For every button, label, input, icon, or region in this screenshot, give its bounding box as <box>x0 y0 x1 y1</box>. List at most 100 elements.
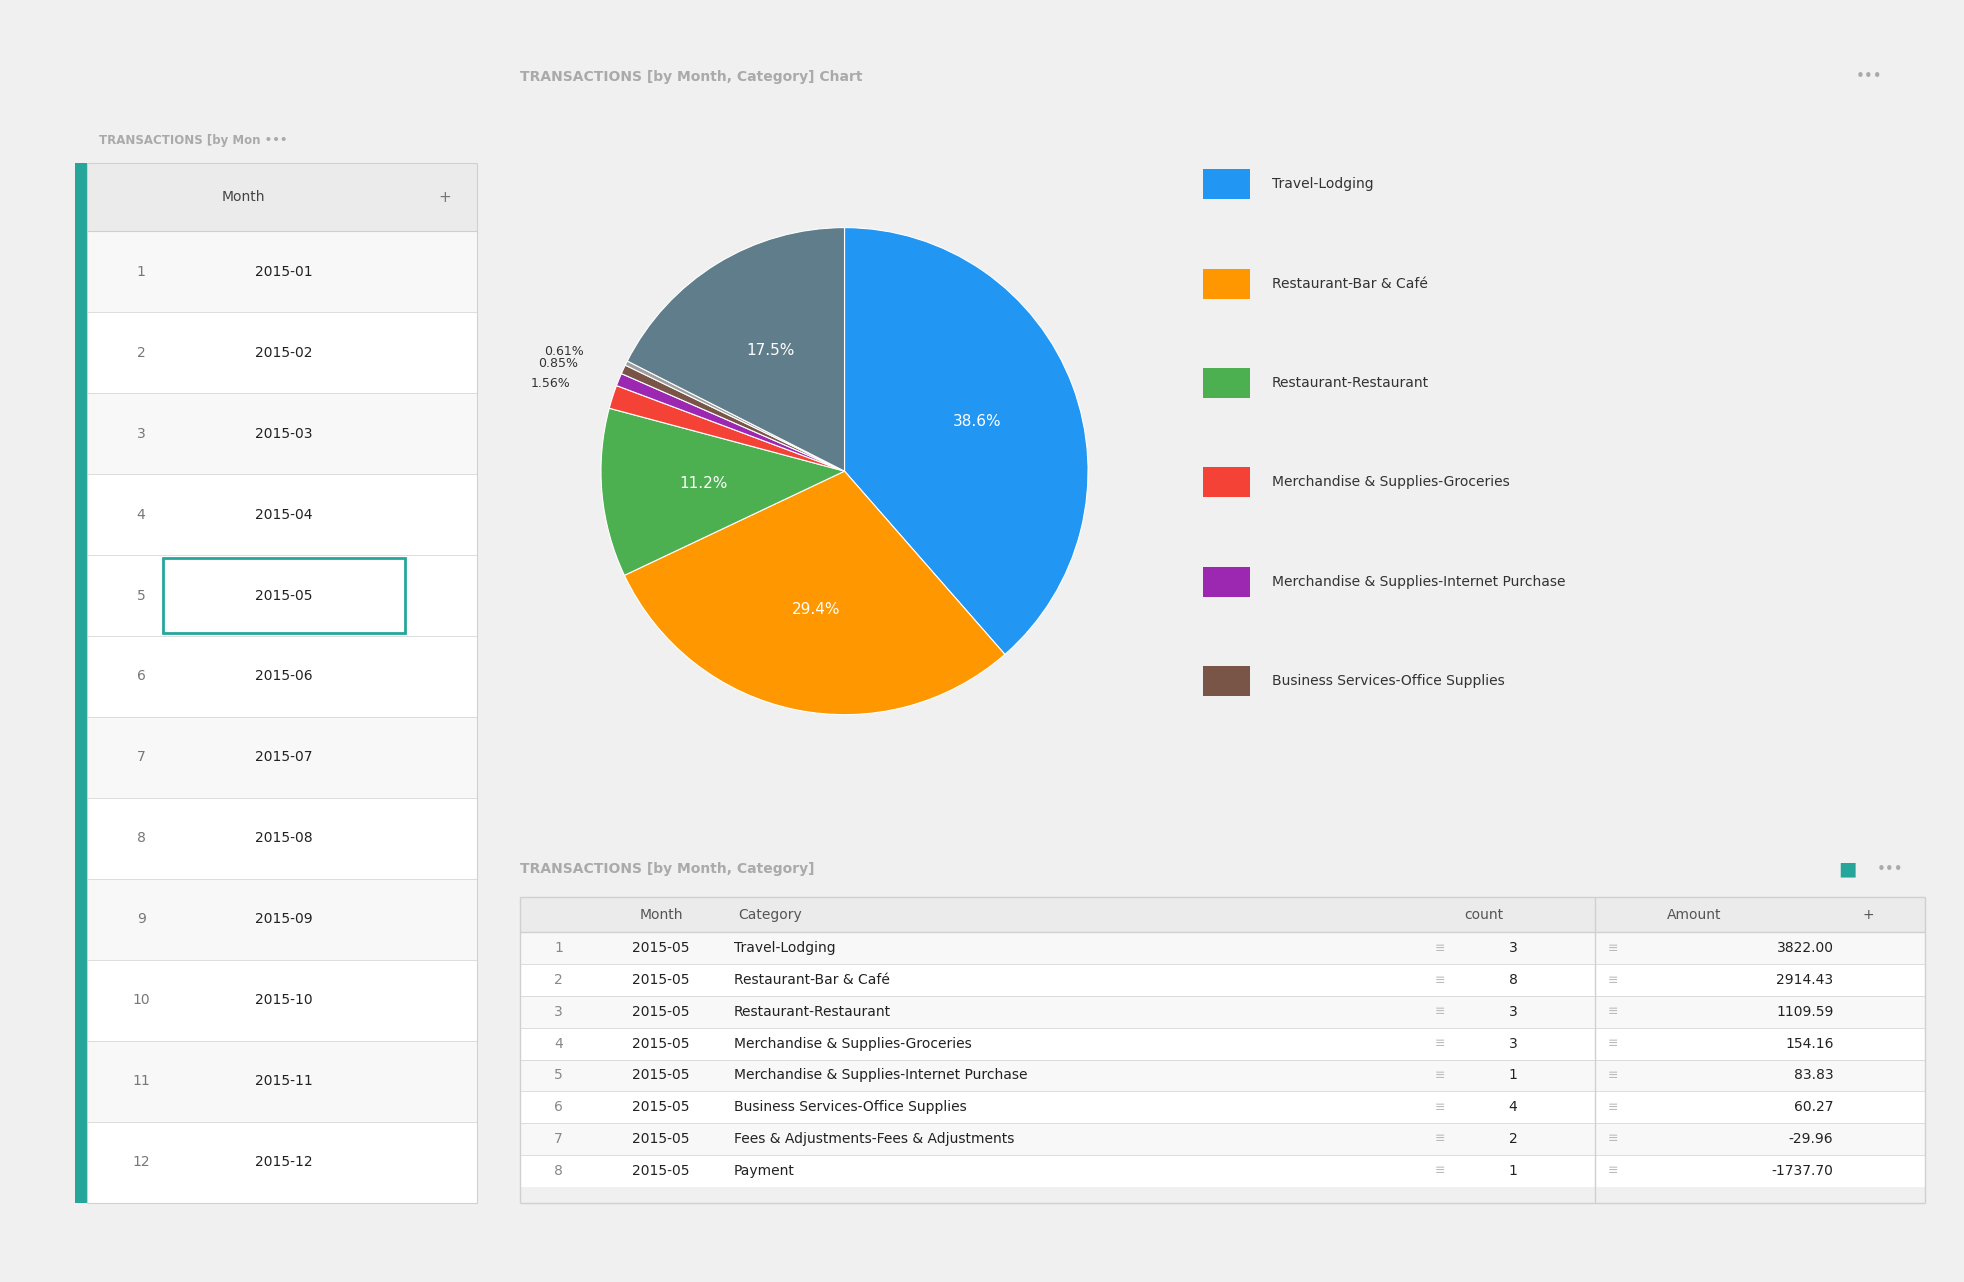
Bar <box>86 960 477 1041</box>
Text: 2015-09: 2015-09 <box>255 913 312 927</box>
Text: Month: Month <box>638 908 683 922</box>
Bar <box>86 1041 477 1122</box>
Text: TRANSACTIONS [by Month, Category] Chart: TRANSACTIONS [by Month, Category] Chart <box>520 71 862 83</box>
Text: 2015-05: 2015-05 <box>632 1100 689 1114</box>
Text: ≡: ≡ <box>1436 1037 1446 1050</box>
Text: 60.27: 60.27 <box>1793 1100 1834 1114</box>
Text: ≡: ≡ <box>1436 942 1446 955</box>
Text: ≡: ≡ <box>1609 973 1618 987</box>
Text: Restaurant-Restaurant: Restaurant-Restaurant <box>735 1005 892 1019</box>
Bar <box>86 797 477 878</box>
Text: 0.85%: 0.85% <box>538 356 577 369</box>
Text: Business Services-Office Supplies: Business Services-Office Supplies <box>1273 674 1504 688</box>
Text: 83.83: 83.83 <box>1793 1068 1834 1082</box>
Wedge shape <box>617 373 845 470</box>
Text: 17.5%: 17.5% <box>746 344 795 358</box>
Text: 2015-04: 2015-04 <box>255 508 312 522</box>
Text: 1: 1 <box>137 265 145 278</box>
Text: 2015-07: 2015-07 <box>255 750 312 764</box>
Text: +: + <box>438 190 452 205</box>
Bar <box>520 1155 1925 1187</box>
Bar <box>86 878 477 960</box>
Text: Payment: Payment <box>735 1164 795 1178</box>
Text: 2: 2 <box>554 973 564 987</box>
Text: •••: ••• <box>1856 69 1883 85</box>
Bar <box>520 1059 1925 1091</box>
Text: 2015-05: 2015-05 <box>632 1068 689 1082</box>
Text: count: count <box>1465 908 1504 922</box>
Text: Merchandise & Supplies-Internet Purchase: Merchandise & Supplies-Internet Purchase <box>735 1068 1027 1082</box>
Text: 3: 3 <box>554 1005 564 1019</box>
Text: 7: 7 <box>137 750 145 764</box>
Bar <box>1202 567 1249 596</box>
Text: Restaurant-Bar & Café: Restaurant-Bar & Café <box>1273 277 1428 291</box>
Bar <box>86 394 477 474</box>
Text: 29.4%: 29.4% <box>791 603 841 617</box>
Text: Fees & Adjustments-Fees & Adjustments: Fees & Adjustments-Fees & Adjustments <box>735 1132 1013 1146</box>
Bar <box>86 313 477 394</box>
Text: 5: 5 <box>554 1068 564 1082</box>
Bar <box>163 559 405 633</box>
Text: 2015-05: 2015-05 <box>632 1132 689 1146</box>
Text: 8: 8 <box>1508 973 1518 987</box>
Bar <box>1202 269 1249 299</box>
Bar <box>1202 468 1249 497</box>
Text: ≡: ≡ <box>1436 973 1446 987</box>
Text: ≡: ≡ <box>1436 1164 1446 1177</box>
Text: ≡: ≡ <box>1436 1005 1446 1018</box>
Text: 2015-01: 2015-01 <box>255 265 312 278</box>
Text: ≡: ≡ <box>1436 1069 1446 1082</box>
Text: ≡: ≡ <box>1609 1005 1618 1018</box>
Text: 4: 4 <box>137 508 145 522</box>
Text: 1.56%: 1.56% <box>530 377 572 390</box>
Text: 2015-05: 2015-05 <box>632 1037 689 1051</box>
Text: ≡: ≡ <box>1436 1101 1446 1114</box>
Bar <box>520 1091 1925 1123</box>
Text: 3: 3 <box>137 427 145 441</box>
Bar <box>86 163 477 231</box>
Bar <box>75 163 86 1203</box>
Wedge shape <box>601 408 845 576</box>
Text: TRANSACTIONS [by Mon •••: TRANSACTIONS [by Mon ••• <box>98 133 287 147</box>
Text: 1: 1 <box>554 941 564 955</box>
Text: 7: 7 <box>554 1132 564 1146</box>
Text: 6: 6 <box>137 669 145 683</box>
Bar <box>520 996 1925 1028</box>
Text: -29.96: -29.96 <box>1789 1132 1834 1146</box>
Text: 3: 3 <box>1508 1037 1518 1051</box>
Bar <box>520 897 1925 932</box>
Text: 2015-05: 2015-05 <box>632 1005 689 1019</box>
Wedge shape <box>627 228 845 470</box>
Text: •••: ••• <box>1876 862 1903 877</box>
Text: 3: 3 <box>1508 1005 1518 1019</box>
Text: 4: 4 <box>1508 1100 1518 1114</box>
Text: 38.6%: 38.6% <box>953 414 1002 429</box>
Text: 2015-12: 2015-12 <box>255 1155 312 1169</box>
Wedge shape <box>845 228 1088 654</box>
Text: 2015-05: 2015-05 <box>632 973 689 987</box>
Text: 2015-05: 2015-05 <box>632 1164 689 1178</box>
Text: ≡: ≡ <box>1609 1037 1618 1050</box>
Text: Travel-Lodging: Travel-Lodging <box>1273 177 1373 191</box>
Bar <box>86 474 477 555</box>
Text: ■: ■ <box>1838 860 1856 879</box>
Bar <box>520 1123 1925 1155</box>
Text: +: + <box>1862 908 1874 922</box>
Text: ≡: ≡ <box>1609 1101 1618 1114</box>
Bar <box>1202 169 1249 199</box>
Bar <box>520 964 1925 996</box>
Wedge shape <box>609 386 845 470</box>
Text: ≡: ≡ <box>1609 1069 1618 1082</box>
Text: ≡: ≡ <box>1609 942 1618 955</box>
Text: 2015-05: 2015-05 <box>632 941 689 955</box>
Text: Restaurant-Bar & Café: Restaurant-Bar & Café <box>735 973 890 987</box>
Text: 2914.43: 2914.43 <box>1775 973 1834 987</box>
Wedge shape <box>625 470 1006 714</box>
Text: 3: 3 <box>1508 941 1518 955</box>
Text: ≡: ≡ <box>1609 1132 1618 1146</box>
Text: 2015-02: 2015-02 <box>255 346 312 360</box>
Bar <box>1202 667 1249 696</box>
Bar <box>520 932 1925 964</box>
Text: 1: 1 <box>1508 1164 1518 1178</box>
Bar <box>86 636 477 717</box>
